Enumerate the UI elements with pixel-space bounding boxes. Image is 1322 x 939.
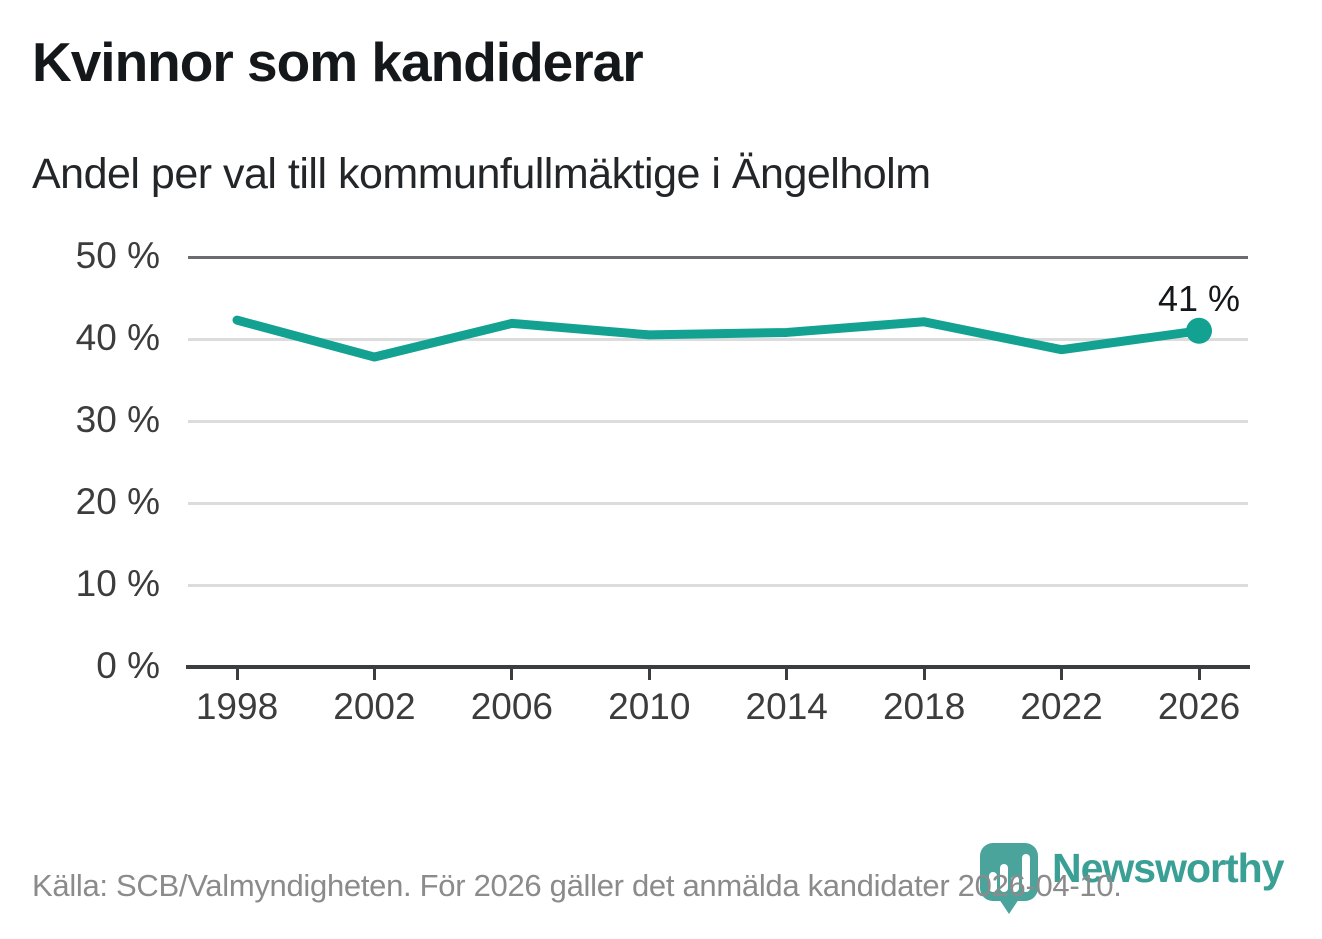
x-axis-label: 2026 — [1157, 686, 1241, 727]
y-axis-label: 40 % — [75, 317, 160, 359]
y-axis-label: 50 % — [75, 235, 160, 277]
x-axis-tick — [1060, 667, 1064, 680]
y-axis-label: 20 % — [75, 481, 160, 523]
x-axis-label: 2022 — [1020, 686, 1103, 727]
x-axis-label: 2006 — [470, 686, 553, 727]
gridline-30 — [188, 419, 1248, 423]
x-axis-label: 1998 — [195, 686, 279, 727]
y-axis-label: 10 % — [75, 563, 160, 605]
x-axis-label: 2018 — [882, 686, 966, 727]
gridline-40 — [188, 337, 1248, 341]
newsworthy-logo: Newsworthy — [980, 843, 1284, 915]
source-note: Källa: SCB/Valmyndigheten. För 2026 gäll… — [32, 868, 1122, 903]
x-axis-tick — [647, 667, 651, 680]
x-axis-tick — [372, 667, 376, 680]
gridline-50 — [188, 255, 1248, 259]
map-pin-bar-chart-icon — [980, 843, 1038, 914]
y-axis-label: 30 % — [75, 399, 160, 441]
x-axis-label: 2002 — [333, 686, 416, 727]
x-axis-tick — [1197, 667, 1201, 680]
last-value-label: 41 % — [1157, 278, 1241, 319]
x-axis-line — [186, 665, 1250, 669]
x-axis-tick — [922, 667, 926, 680]
gridline-10 — [188, 583, 1248, 587]
last-point-marker — [1186, 317, 1212, 344]
gridline-20 — [188, 501, 1248, 505]
x-axis-label: 2010 — [608, 686, 691, 727]
chart-title: Kvinnor som kandiderar — [32, 31, 644, 93]
newsworthy-wordmark: Newsworthy — [1052, 845, 1284, 891]
x-axis-tick — [235, 667, 239, 680]
trend-line — [232, 315, 1204, 362]
y-axis-label: 0 % — [96, 645, 160, 687]
x-axis-tick — [785, 667, 789, 680]
x-axis-tick — [510, 667, 514, 680]
chart-subtitle: Andel per val till kommunfullmäktige i Ä… — [32, 150, 931, 198]
x-axis-label: 2014 — [745, 686, 828, 727]
